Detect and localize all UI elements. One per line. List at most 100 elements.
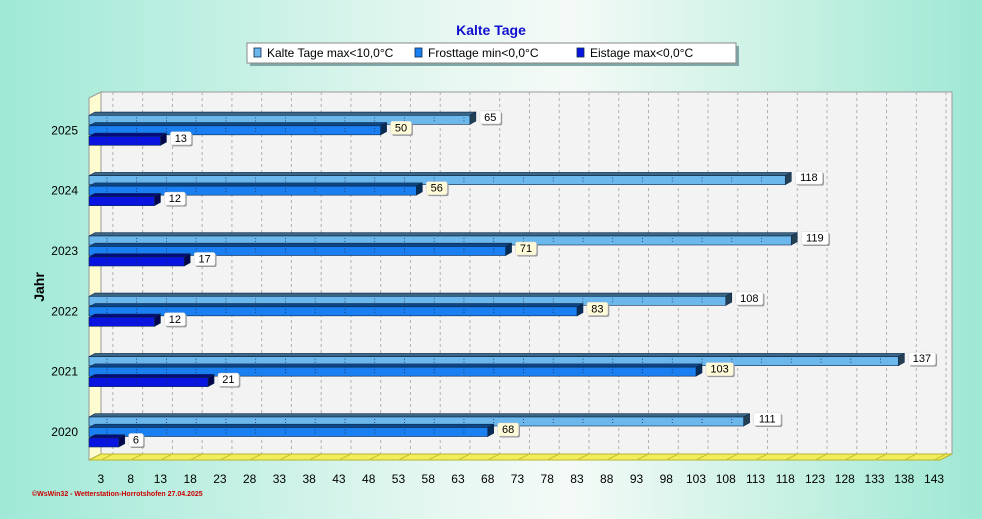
data-label: 50 <box>390 121 413 136</box>
svg-text:50: 50 <box>395 122 407 134</box>
x-tick-label: 28 <box>243 472 257 486</box>
x-tick-label: 48 <box>362 472 376 486</box>
y-axis-ticks: 2020 2021 2022 2023 2024 2025 <box>51 123 78 439</box>
x-floor-line <box>785 453 798 461</box>
data-label: 17 <box>193 252 217 267</box>
bar <box>88 292 733 306</box>
x-floor-line <box>398 453 411 461</box>
data-label: 119 <box>800 231 830 246</box>
x-floor-line <box>874 453 887 461</box>
x-tick-label: 73 <box>511 472 525 486</box>
bar <box>88 373 215 388</box>
x-tick-label: 8 <box>127 472 134 486</box>
back-wall <box>100 91 953 455</box>
x-floor-line <box>576 453 590 461</box>
x-tick-label: 128 <box>835 472 855 486</box>
x-floor-line <box>755 453 768 461</box>
bar <box>88 242 512 257</box>
bar <box>88 232 798 246</box>
y-tick-label: 2025 <box>51 123 78 137</box>
x-floor-line <box>308 453 322 461</box>
x-floor-line <box>547 453 560 461</box>
x-tick-label: 38 <box>303 472 317 486</box>
legend-swatch <box>414 47 423 58</box>
data-label: 68 <box>497 422 521 438</box>
bar <box>88 132 167 146</box>
data-label: 137 <box>908 351 938 367</box>
x-floor-line <box>487 453 500 461</box>
y-axis-label: Jahr <box>31 272 47 302</box>
legend-item: Eistage max<0,0°C <box>576 46 694 60</box>
bar <box>88 313 161 327</box>
x-tick-label: 78 <box>541 472 555 486</box>
x-floor-line <box>636 453 649 461</box>
data-label: 103 <box>705 362 735 378</box>
bar <box>88 363 703 377</box>
bars: 111 68 6 137 103 21 108 83 12 119 71 17 118 56 12 65 50 1… <box>88 110 938 448</box>
x-tick-label: 13 <box>154 472 168 486</box>
bar <box>88 192 161 207</box>
data-label: 21 <box>217 372 241 388</box>
bar <box>88 413 750 427</box>
x-tick-label: 93 <box>630 472 644 486</box>
svg-text:68: 68 <box>502 424 514 436</box>
chart-title: Kalte Tage <box>456 22 526 38</box>
bar <box>88 423 495 438</box>
x-tick-label: 63 <box>451 472 465 486</box>
x-tick-label: 88 <box>600 472 614 486</box>
x-tick-label: 68 <box>481 472 495 486</box>
x-floor-line <box>695 453 709 461</box>
svg-text:17: 17 <box>198 254 210 266</box>
data-label: 65 <box>479 110 503 126</box>
legend-swatch <box>576 47 585 58</box>
svg-text:56: 56 <box>431 183 443 195</box>
data-label: 13 <box>170 131 193 147</box>
x-axis-ticks: 3 8 13 18 23 28 33 38 43 48 53 58 63 68 73 78 83 88 93 98 10… <box>98 472 945 486</box>
x-floor-line <box>606 453 619 461</box>
bar <box>88 171 792 186</box>
x-tick-label: 133 <box>865 472 885 486</box>
data-label: 111 <box>753 412 783 427</box>
x-floor-line <box>427 453 441 461</box>
x-floor-line <box>904 453 917 461</box>
svg-text:83: 83 <box>591 303 603 315</box>
data-label: 56 <box>426 181 449 197</box>
bar <box>88 182 423 196</box>
footer-credit: ©WsWin32 - Wetterstation-Horrotshofen 27… <box>32 490 203 498</box>
x-tick-label: 53 <box>392 472 406 486</box>
x-floor-line <box>189 453 203 461</box>
x-tick-label: 118 <box>776 472 795 486</box>
x-tick-label: 18 <box>183 472 197 486</box>
x-floor-line <box>814 453 828 461</box>
x-tick-label: 123 <box>805 472 825 486</box>
data-label: 12 <box>164 191 187 207</box>
x-floor-line <box>338 453 352 461</box>
x-floor-line <box>160 453 173 461</box>
svg-text:21: 21 <box>222 374 234 386</box>
bar <box>88 352 905 367</box>
x-tick-label: 98 <box>660 472 674 486</box>
svg-text:103: 103 <box>710 364 728 376</box>
x-tick-label: 103 <box>686 472 706 486</box>
data-label: 118 <box>794 170 824 186</box>
x-tick-label: 108 <box>716 472 736 486</box>
bar <box>88 434 126 448</box>
x-tick-label: 33 <box>273 472 287 486</box>
x-floor-line <box>933 453 947 461</box>
data-label: 6 <box>128 433 145 448</box>
x-grid <box>100 92 947 461</box>
data-label: 108 <box>735 291 765 307</box>
bar <box>88 253 191 267</box>
legend-label: Kalte Tage max<10,0°C <box>267 46 394 60</box>
bar <box>88 122 387 136</box>
y-tick-label: 2021 <box>51 365 78 379</box>
x-tick-label: 143 <box>924 472 944 486</box>
x-tick-label: 43 <box>332 472 346 486</box>
y-tick-label: 2020 <box>51 425 78 439</box>
x-floor-line <box>368 453 381 461</box>
svg-text:108: 108 <box>740 293 758 305</box>
svg-text:65: 65 <box>484 112 496 124</box>
x-tick-label: 23 <box>213 472 227 486</box>
